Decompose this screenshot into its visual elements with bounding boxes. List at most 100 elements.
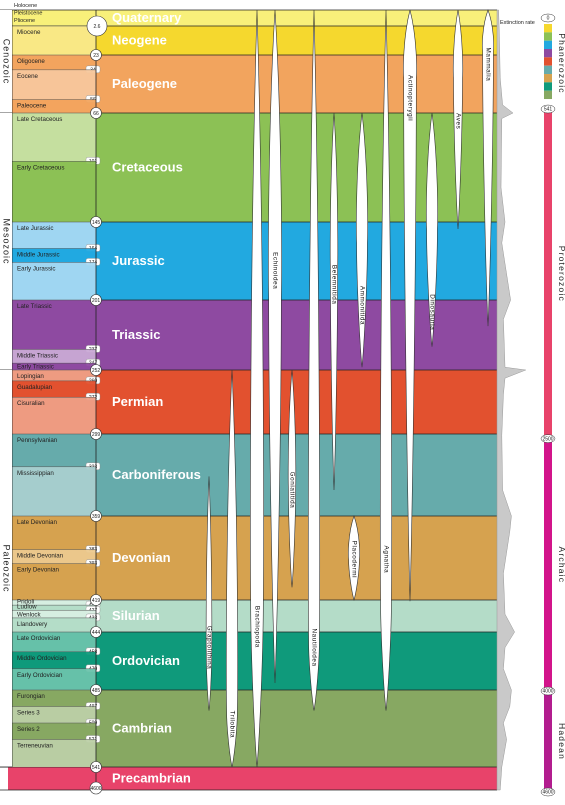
period-label-triassic: Triassic (112, 327, 160, 342)
epoch-band (12, 380, 96, 398)
epoch-band (12, 706, 96, 723)
boundary-age-text: 444 (92, 630, 101, 636)
epoch-label: Llandovery (17, 621, 48, 628)
period-label-precambrian: Precambrian (112, 771, 191, 786)
boundary-age-circle (90, 510, 102, 522)
eon-tick-circle (540, 434, 556, 443)
clade-label-belemnitida: Belemnitida (330, 265, 337, 305)
boundary-age-text: 201 (92, 298, 101, 304)
clade-spindle-agnatha (380, 9, 392, 711)
boundary-age-circle (90, 684, 102, 696)
epoch-band (12, 161, 96, 222)
period-label-quaternary: Quaternary (112, 10, 182, 25)
clade-label-mammalia: Mammalia (484, 48, 491, 82)
period-label-carboniferous: Carboniferous (112, 467, 201, 482)
epoch-top-label: Holocene (14, 3, 37, 9)
eon-phanerozoic-strip (544, 49, 552, 58)
boundary-age-circle (90, 107, 102, 119)
clade-label-aves: Aves (454, 113, 461, 129)
period-label-paleogene: Paleogene (112, 76, 177, 91)
epoch-label: Furongian (17, 693, 45, 700)
epoch-band (12, 549, 96, 564)
clade-label-placodermi: Placodermi (350, 541, 357, 579)
boundary-age-text: 23 (93, 53, 99, 59)
eon-phanerozoic-strip (544, 24, 552, 33)
epoch-band (12, 69, 96, 100)
boundary-age-circle (90, 761, 102, 773)
epoch-band (12, 739, 96, 767)
clade-spindle-graptolithina (205, 476, 213, 711)
clade-spindle-dinosauria (426, 112, 438, 347)
eon-tick-text: 2500 (542, 436, 553, 442)
eon-phanerozoic-strip (544, 40, 552, 50)
eon-phanerozoic-strip (544, 32, 552, 41)
boundary-age-text: 299 (92, 432, 101, 438)
boundary-age-text: 66 (93, 111, 99, 117)
epoch-label: Early Ordovician (17, 672, 63, 679)
eon-tick-text: 4600 (542, 790, 553, 796)
eon-bar-archaic (544, 438, 552, 692)
eon-tick-text: 541 (544, 107, 553, 113)
epoch-label: Miocene (17, 29, 41, 36)
boundary-age-circle (90, 49, 102, 61)
period-label-cambrian: Cambrian (112, 721, 172, 736)
epoch-band (12, 434, 96, 467)
epoch-label: Middle Jurassic (17, 251, 60, 258)
clade-label-actinopterygii: Actinopterygii (406, 75, 413, 121)
epoch-label: Series 3 (17, 710, 40, 717)
period-label-jurassic: Jurassic (112, 253, 165, 268)
era-band (0, 113, 12, 370)
eon-bar-hadean (544, 691, 552, 792)
boundary-age-text: 145 (92, 220, 101, 226)
clade-label-brachiopoda: Brachiopoda (253, 606, 260, 648)
era-band (0, 370, 12, 767)
eon-phanerozoic-strip (544, 82, 552, 91)
clade-label-trilobita: Trilobita (228, 711, 235, 739)
eon-tick-circle (540, 686, 556, 696)
boundary-age-circle (90, 294, 102, 306)
epoch-band (12, 55, 96, 70)
clade-label-dinosauria: Dinosauria (428, 294, 435, 330)
eon-phanerozoic-strip (544, 74, 552, 83)
eon-label-proterozoic: Proterozoic (557, 246, 565, 302)
clade-label-nautiloidea: Nautiloidea (310, 629, 317, 667)
boundary-age-text: 359 (92, 514, 101, 520)
clade-spindle-placodermi (348, 515, 360, 602)
clade-spindle-trilobita (226, 369, 238, 768)
period-label-cretaceous: Cretaceous (112, 160, 183, 175)
boundary-age-text: 541 (92, 765, 101, 771)
period-label-silurian: Silurian (112, 608, 160, 623)
eon-label-hadean: Hadean (557, 723, 565, 760)
epoch-band (12, 651, 96, 669)
boundary-age-circle (90, 626, 102, 638)
era-band (0, 10, 12, 113)
epoch-top-label: Pliocene (14, 18, 35, 24)
boundary-age-circle (90, 594, 102, 606)
boundary-age-text: 419 (92, 598, 101, 604)
epoch-label: Paleocene (17, 103, 47, 110)
epoch-band (12, 248, 96, 263)
epoch-band (12, 605, 96, 611)
epoch-band (12, 222, 96, 249)
epoch-label: Early Cretaceous (17, 164, 64, 171)
epoch-label: Terreneuvian (17, 743, 53, 750)
boundary-age-text: 4600 (90, 786, 101, 792)
epoch-band (12, 26, 96, 55)
boundary-age-text: 252 (92, 368, 101, 374)
epoch-label: Late Devonian (17, 519, 57, 526)
epoch-label: Ludlow (17, 604, 37, 611)
boundary-age-circle (90, 216, 102, 228)
epoch-label: Middle Triassic (17, 352, 58, 359)
epoch-band (12, 610, 96, 618)
epoch-label: Early Triassic (17, 364, 54, 371)
epoch-top-label: Pleistocene (14, 11, 42, 17)
epoch-band (12, 723, 96, 740)
extinction-rate-profile (496, 9, 527, 791)
clade-label-echinoidea: Echinoidea (271, 252, 278, 289)
period-band-quaternary (12, 10, 497, 26)
boundary-age-circle (90, 364, 102, 376)
clade-label-ammonitida: Ammonitida (358, 286, 365, 325)
epoch-band (12, 397, 96, 434)
era-label: Mesozoic (2, 218, 12, 264)
eon-bar-proterozoic (544, 109, 552, 439)
